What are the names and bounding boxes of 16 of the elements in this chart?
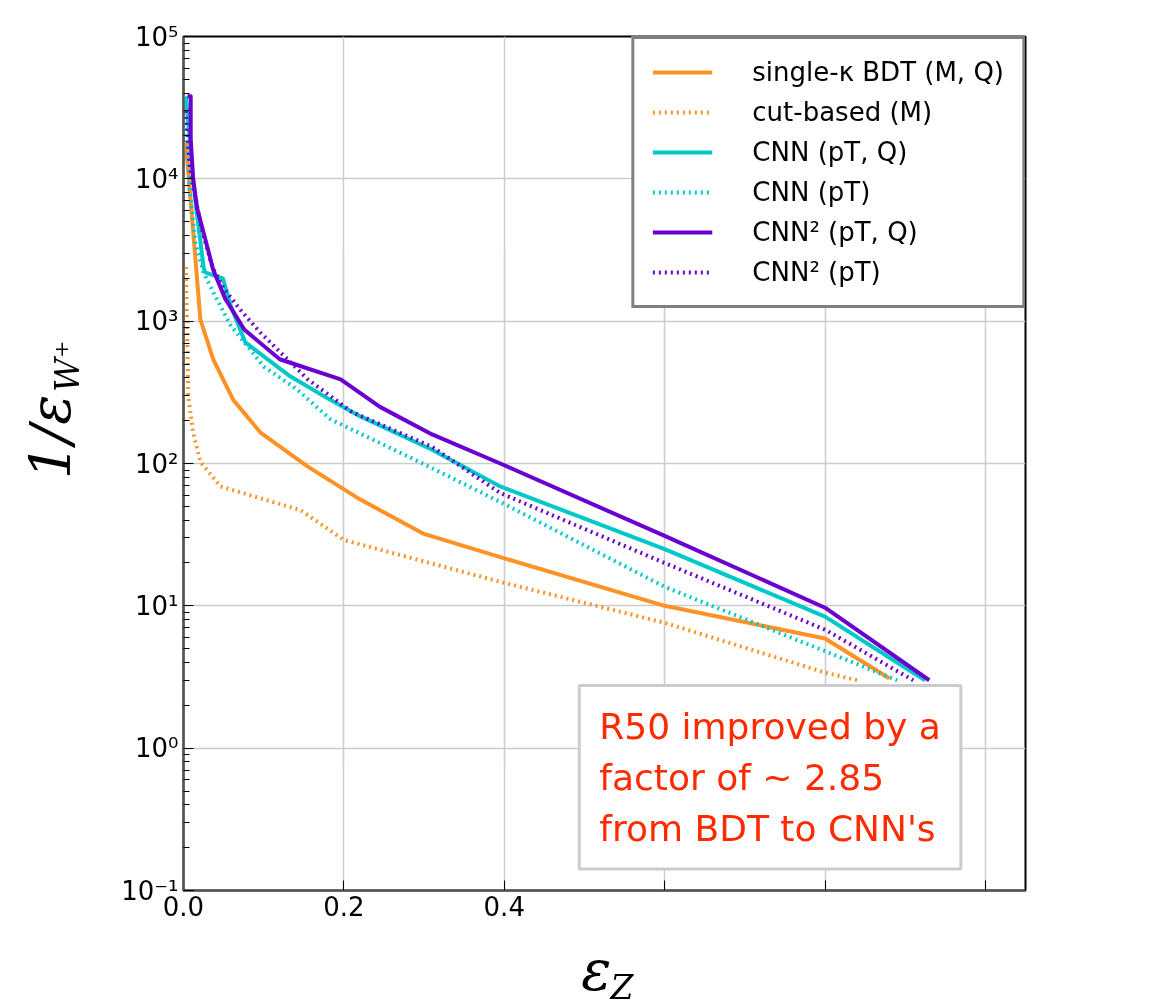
legend-label: single-κ BDT (M, Q) xyxy=(752,57,1004,87)
annotation: R50 improved by a factor of ~ 2.85 from BDT to CNN's xyxy=(599,705,941,850)
legend-label: CNN² (pT, Q) xyxy=(752,217,918,247)
y-tick-label: 10³ xyxy=(134,306,179,337)
y-tick-label: 10⁰ xyxy=(134,733,179,764)
y-tick-label: 10² xyxy=(134,448,179,479)
legend-label: CNN (pT, Q) xyxy=(752,137,908,167)
x-tick-label: 0.2 xyxy=(323,891,365,922)
legend-label: CNN (pT) xyxy=(752,177,871,207)
y-tick-label: 10¹ xyxy=(134,590,179,621)
y-tick-label: 10⁴ xyxy=(134,163,179,194)
x-tick-label: 0.4 xyxy=(483,891,525,922)
legend-label: cut-based (M) xyxy=(752,97,933,127)
y-tick-label: 10⁵ xyxy=(134,21,179,52)
legend-label: CNN² (pT) xyxy=(752,257,881,287)
y-axis-title: 1/εW⁺ xyxy=(18,340,87,480)
